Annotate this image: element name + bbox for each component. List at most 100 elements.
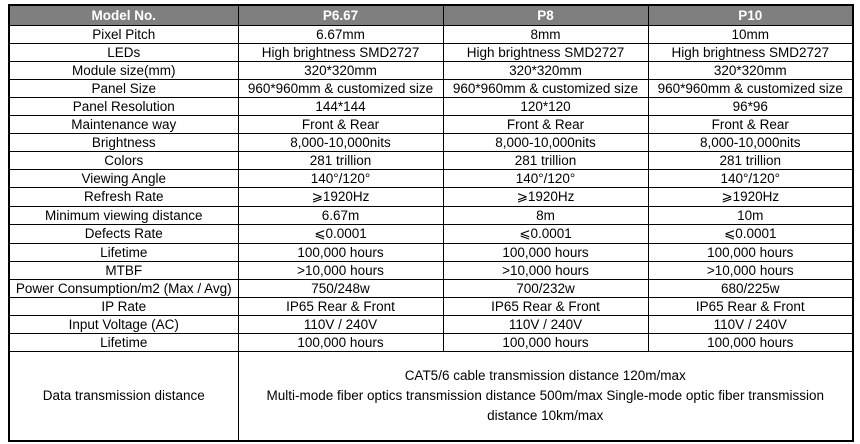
row-brightness: Brightness 8,000-10,000nits 8,000-10,000… <box>8 132 854 152</box>
value-cell: 8m <box>442 205 649 225</box>
value-cell: 8,000-10,000nits <box>237 132 444 152</box>
value-cell: 680/225w <box>647 278 854 298</box>
row-label-cell: Panel Resolution <box>8 96 239 116</box>
value-cell: 960*960mm & customized size <box>237 78 444 98</box>
table-header-row: Model No. P6.67 P8 P10 <box>8 4 854 26</box>
value-cell: 700/232w <box>442 278 649 298</box>
row-ip-rate: IP Rate IP65 Rear & Front IP65 Rear & Fr… <box>8 296 854 316</box>
value-cell: 8,000-10,000nits <box>647 132 854 152</box>
value-cell: ⩽0.0001 <box>647 223 854 244</box>
row-panel-resolution: Panel Resolution 144*144 120*120 96*96 <box>8 96 854 116</box>
row-label-cell: Lifetime <box>8 242 239 262</box>
value-cell: 110V / 240V <box>647 314 854 334</box>
row-power-consumption: Power Consumption/m2 (Max / Avg) 750/248… <box>8 278 854 298</box>
value-cell: 320*320mm <box>442 60 649 80</box>
row-label-cell: Module size(mm) <box>8 60 239 80</box>
value-cell: >10,000 hours <box>442 260 649 280</box>
value-cell: ⩾1920Hz <box>237 186 444 207</box>
value-cell: ⩽0.0001 <box>237 223 444 244</box>
row-label-cell: MTBF <box>8 260 239 280</box>
value-cell: 6.67m <box>237 205 444 225</box>
value-cell: 10mm <box>647 24 854 44</box>
value-cell: 110V / 240V <box>442 314 649 334</box>
data-transmission-line2: Multi-mode fiber optics transmission dis… <box>266 387 824 423</box>
row-label-cell: LEDs <box>8 42 239 62</box>
value-cell: 140°/120° <box>237 168 444 188</box>
header-col-p10: P10 <box>647 4 854 26</box>
value-cell: >10,000 hours <box>237 260 444 280</box>
value-cell: 100,000 hours <box>237 242 444 262</box>
value-cell: 100,000 hours <box>647 242 854 262</box>
row-defects-rate: Defects Rate ⩽0.0001 ⩽0.0001 ⩽0.0001 <box>8 223 854 244</box>
value-cell: 100,000 hours <box>237 332 444 352</box>
value-cell: 144*144 <box>237 96 444 116</box>
value-cell: Front & Rear <box>237 114 444 134</box>
row-label-cell: Data transmission distance <box>8 350 239 442</box>
data-transmission-value-cell: CAT5/6 cable transmission distance 120m/… <box>237 350 854 442</box>
value-cell: 320*320mm <box>647 60 854 80</box>
row-lifetime: Lifetime 100,000 hours 100,000 hours 100… <box>8 242 854 262</box>
value-cell: 10m <box>647 205 854 225</box>
header-col-p8: P8 <box>442 4 649 26</box>
value-cell: 320*320mm <box>237 60 444 80</box>
value-cell: IP65 Rear & Front <box>237 296 444 316</box>
value-cell: 8mm <box>442 24 649 44</box>
value-cell: 281 trillion <box>647 150 854 170</box>
row-label-cell: Brightness <box>8 132 239 152</box>
value-cell: 750/248w <box>237 278 444 298</box>
row-label-cell: Maintenance way <box>8 114 239 134</box>
value-cell: IP65 Rear & Front <box>647 296 854 316</box>
value-cell: IP65 Rear & Front <box>442 296 649 316</box>
value-cell: 140°/120° <box>647 168 854 188</box>
value-cell: High brightness SMD2727 <box>647 42 854 62</box>
value-cell: 6.67mm <box>237 24 444 44</box>
row-module-size: Module size(mm) 320*320mm 320*320mm 320*… <box>8 60 854 80</box>
value-cell: 281 trillion <box>442 150 649 170</box>
value-cell: High brightness SMD2727 <box>442 42 649 62</box>
row-label-cell: Colors <box>8 150 239 170</box>
row-label-cell: Minimum viewing distance <box>8 205 239 225</box>
value-cell: Front & Rear <box>647 114 854 134</box>
row-colors: Colors 281 trillion 281 trillion 281 tri… <box>8 150 854 170</box>
header-col-p667: P6.67 <box>237 4 444 26</box>
value-cell: >10,000 hours <box>647 260 854 280</box>
row-label-cell: IP Rate <box>8 296 239 316</box>
value-cell: 100,000 hours <box>442 332 649 352</box>
row-minimum-viewing-distance: Minimum viewing distance 6.67m 8m 10m <box>8 205 854 225</box>
row-label-cell: Input Voltage (AC) <box>8 314 239 334</box>
value-cell: 960*960mm & customized size <box>647 78 854 98</box>
row-label-cell: Power Consumption/m2 (Max / Avg) <box>8 278 239 298</box>
data-transmission-line1: CAT5/6 cable transmission distance 120m/… <box>404 368 686 384</box>
row-panel-size: Panel Size 960*960mm & customized size 9… <box>8 78 854 98</box>
value-cell: 100,000 hours <box>647 332 854 352</box>
value-cell: 281 trillion <box>237 150 444 170</box>
row-label-cell: Refresh Rate <box>8 186 239 207</box>
row-label-cell: Panel Size <box>8 78 239 98</box>
value-cell: 100,000 hours <box>442 242 649 262</box>
value-cell: 960*960mm & customized size <box>442 78 649 98</box>
row-refresh-rate: Refresh Rate ⩾1920Hz ⩾1920Hz ⩾1920Hz <box>8 186 854 207</box>
row-input-voltage: Input Voltage (AC) 110V / 240V 110V / 24… <box>8 314 854 334</box>
value-cell: 110V / 240V <box>237 314 444 334</box>
value-cell: High brightness SMD2727 <box>237 42 444 62</box>
row-label-cell: Lifetime <box>8 332 239 352</box>
value-cell: ⩾1920Hz <box>647 186 854 207</box>
value-cell: ⩽0.0001 <box>442 223 649 244</box>
header-model-no: Model No. <box>8 4 239 26</box>
row-label-cell: Viewing Angle <box>8 168 239 188</box>
value-cell: Front & Rear <box>442 114 649 134</box>
led-spec-table: Model No. P6.67 P8 P10 Pixel Pitch 6.67m… <box>8 4 854 442</box>
value-cell: ⩾1920Hz <box>442 186 649 207</box>
value-cell: 8,000-10,000nits <box>442 132 649 152</box>
value-cell: 120*120 <box>442 96 649 116</box>
row-pixel-pitch: Pixel Pitch 6.67mm 8mm 10mm <box>8 24 854 44</box>
row-viewing-angle: Viewing Angle 140°/120° 140°/120° 140°/1… <box>8 168 854 188</box>
row-lifetime-2: Lifetime 100,000 hours 100,000 hours 100… <box>8 332 854 352</box>
value-cell: 140°/120° <box>442 168 649 188</box>
row-mtbf: MTBF >10,000 hours >10,000 hours >10,000… <box>8 260 854 280</box>
row-maintenance-way: Maintenance way Front & Rear Front & Rea… <box>8 114 854 134</box>
row-label-cell: Defects Rate <box>8 223 239 244</box>
value-cell: 96*96 <box>647 96 854 116</box>
row-label-cell: Pixel Pitch <box>8 24 239 44</box>
